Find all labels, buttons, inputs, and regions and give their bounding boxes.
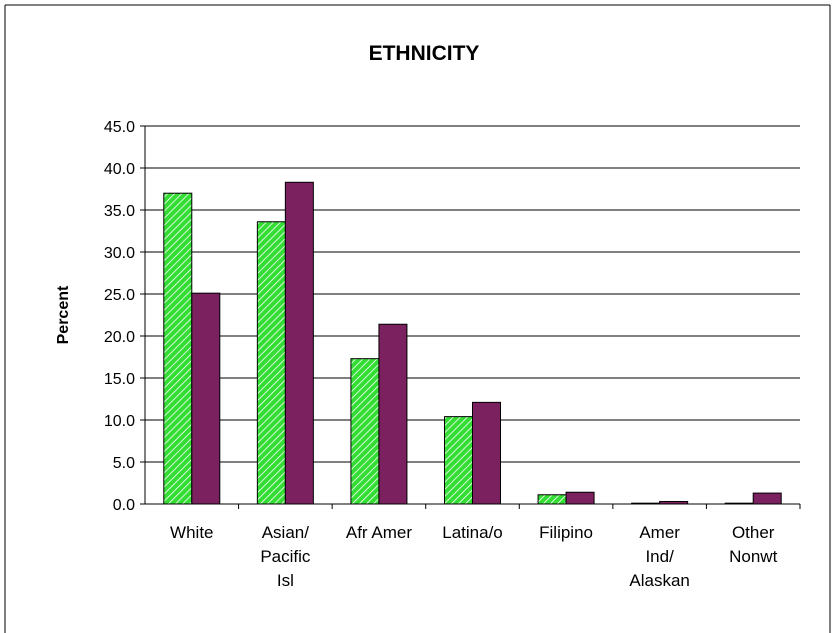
y-tick-labels: 0.0 5.0 10.0 15.0 20.0 25.0 30.0 35.0 40.0 45.0 xyxy=(104,119,135,514)
y-tick-label: 40.0 xyxy=(104,161,135,178)
y-tick-label: 10.0 xyxy=(104,413,135,430)
y-tick-label: 35.0 xyxy=(104,203,135,220)
x-tick-label: Asian/Pacific Isl xyxy=(260,523,311,590)
x-tick-label: Amer Ind/Alaskan xyxy=(629,523,689,590)
x-tick-labels: White Asian/Pacific Isl Afr Amer Latina/o Fil… xyxy=(170,523,778,590)
y-tick-label: 0.0 xyxy=(113,497,135,514)
bar-series-2 xyxy=(752,492,782,505)
y-tick-label: 5.0 xyxy=(113,455,135,472)
x-tick-label: White xyxy=(170,523,213,542)
y-tick-label: 25.0 xyxy=(104,287,135,304)
bar-series-1 xyxy=(350,358,380,505)
chart-title: ETHNICITY xyxy=(369,42,480,65)
y-tick-label: 15.0 xyxy=(104,371,135,388)
axes xyxy=(140,125,801,509)
bar-series-1 xyxy=(444,416,473,505)
bar-series-2 xyxy=(565,491,595,505)
bars xyxy=(163,181,782,505)
bar-series-2 xyxy=(284,181,314,505)
x-tick-label: Latina/o xyxy=(442,523,503,542)
x-tick-label: Filipino xyxy=(539,523,593,542)
bar-series-1 xyxy=(256,221,286,505)
bar-series-2 xyxy=(378,323,408,505)
bar-series-2 xyxy=(472,401,501,505)
bar-series-1 xyxy=(163,192,193,505)
y-tick-label: 20.0 xyxy=(104,329,135,346)
x-tick-label: Afr Amer xyxy=(346,523,412,542)
y-tick-label: 45.0 xyxy=(104,119,135,136)
y-tick-label: 30.0 xyxy=(104,245,135,262)
x-tick-label: Other Nonwt xyxy=(729,523,777,566)
bar-series-1 xyxy=(537,494,567,505)
bar-series-2 xyxy=(191,292,221,505)
y-axis-label: Percent xyxy=(55,285,72,344)
